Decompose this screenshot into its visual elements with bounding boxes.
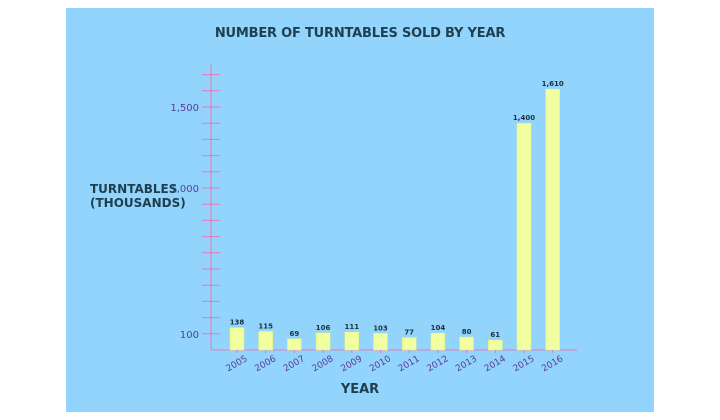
data-label: 61 <box>490 331 500 339</box>
x-tick-label: 2012 <box>425 354 450 374</box>
data-label: 1,610 <box>542 80 564 88</box>
bar <box>545 88 561 351</box>
data-label: 111 <box>344 323 359 331</box>
bar <box>287 338 302 351</box>
data-label: 106 <box>316 324 331 332</box>
data-label: 103 <box>373 324 388 332</box>
bar <box>258 331 274 351</box>
bar <box>430 332 446 351</box>
y-tick-label: 100 <box>180 330 199 341</box>
data-label: 1,400 <box>513 114 535 122</box>
y-axis-label-line-2: (THOUSANDS) <box>90 196 186 210</box>
bar <box>315 332 331 351</box>
x-tick-label: 2007 <box>282 354 307 374</box>
bar <box>459 336 474 351</box>
y-axis-label: TURNTABLES (THOUSANDS) <box>90 182 186 210</box>
x-tick-label: 2006 <box>253 354 278 374</box>
x-tick-label: 2011 <box>397 354 422 374</box>
x-axis-label: YEAR <box>340 382 380 397</box>
data-label: 80 <box>462 328 472 336</box>
bar <box>229 327 245 351</box>
x-tick-label: 2009 <box>339 354 364 374</box>
y-axis-label-line-1: TURNTABLES <box>90 182 178 196</box>
bar <box>373 333 388 351</box>
x-tick-label: 2008 <box>311 354 336 374</box>
bar <box>401 337 417 351</box>
data-label: 104 <box>431 324 446 332</box>
x-tick-label: 2014 <box>483 354 508 374</box>
bar <box>516 122 532 351</box>
chart-title: NUMBER OF TURNTABLES SOLD BY YEAR <box>214 26 506 41</box>
data-label: 115 <box>258 322 273 330</box>
y-tick-label: 1,500 <box>170 103 199 114</box>
x-tick-label: 2005 <box>225 354 250 374</box>
data-label: 69 <box>290 330 300 338</box>
data-label: 138 <box>230 319 245 327</box>
data-label: 77 <box>404 329 414 337</box>
x-tick-label: 2016 <box>540 354 565 374</box>
bar <box>344 331 360 351</box>
x-tick-label: 2010 <box>368 354 393 374</box>
y-tick-label: 1,000 <box>170 184 199 195</box>
x-tick-label: 2015 <box>512 354 537 374</box>
x-tick-label: 2013 <box>454 354 479 374</box>
bar <box>487 339 503 351</box>
